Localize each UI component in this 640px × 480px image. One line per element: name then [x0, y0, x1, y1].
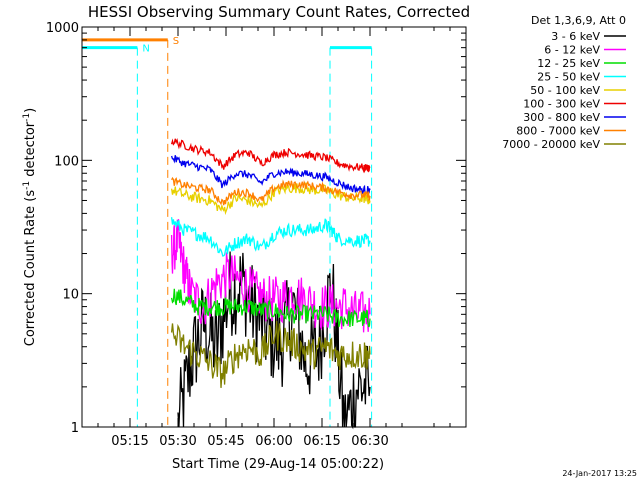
x-tick-label: 05:30	[159, 434, 196, 449]
x-tick-label: 06:30	[351, 434, 388, 449]
series-line	[170, 155, 371, 196]
flag-label: S	[173, 36, 179, 47]
y-tick-label: 10	[62, 288, 79, 303]
series-line	[170, 219, 371, 333]
flag-label: N	[142, 44, 149, 55]
y-tick-label: 1	[71, 421, 79, 436]
x-tick-label: 06:15	[303, 434, 340, 449]
legend-label: 6 - 12 keV	[544, 44, 600, 57]
x-axis-ticks: 05:15 05:30 05:45 06:00 06:15 06:30	[97, 27, 451, 449]
y-tick-label: 1000	[46, 21, 79, 36]
series-line	[170, 137, 371, 174]
x-axis-label: Start Time (29-Aug-14 05:00:22)	[172, 457, 384, 472]
x-tick-label: 05:15	[111, 434, 148, 449]
legend-label: 12 - 25 keV	[537, 57, 600, 70]
series-line	[171, 176, 371, 206]
legend-label: 100 - 300 keV	[523, 98, 600, 111]
x-tick-label: 05:45	[207, 434, 244, 449]
series-line	[177, 251, 371, 430]
y-tick-label: 100	[54, 154, 79, 169]
legend-label: 7000 - 20000 keV	[502, 138, 600, 151]
legend-label: 50 - 100 keV	[530, 84, 600, 97]
x-tick-label: 06:00	[255, 434, 292, 449]
timestamp: 24-Jan-2017 13:25	[562, 469, 637, 478]
legend-title: Det 1,3,6,9, Att 0	[531, 14, 626, 27]
y-axis-ticks: 1 10 100 1000	[46, 21, 466, 436]
series-line	[170, 181, 371, 216]
legend-label: 300 - 800 keV	[523, 111, 600, 124]
legend-label: 25 - 50 keV	[537, 71, 600, 84]
series-line	[170, 288, 371, 328]
legend-label: 800 - 7000 keV	[516, 125, 600, 138]
series-line	[170, 217, 371, 257]
series-layer	[170, 137, 371, 430]
chart-title: HESSI Observing Summary Count Rates, Cor…	[88, 3, 470, 21]
legend-label: 3 - 6 keV	[551, 30, 600, 43]
y-axis-label: Corrected Count Rate (s-1 detector-1)	[22, 108, 38, 346]
series-line	[170, 320, 371, 388]
